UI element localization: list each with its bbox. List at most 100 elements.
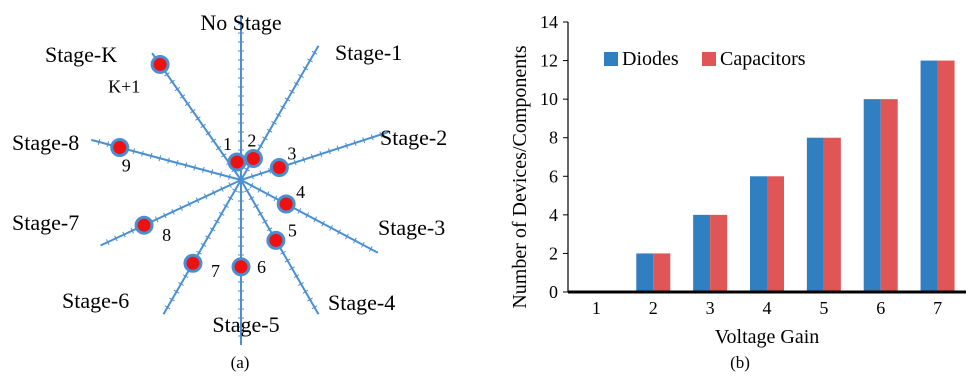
spoke-tick xyxy=(190,109,196,114)
spoke-tick xyxy=(284,258,291,263)
node-number: 7 xyxy=(211,261,220,281)
spoke-tick xyxy=(214,219,220,224)
bar-diodes xyxy=(693,214,711,292)
spoke-tick xyxy=(293,159,297,166)
spoke-label: Stage-2 xyxy=(380,125,447,150)
stage-node xyxy=(134,215,154,235)
center-node xyxy=(227,152,247,172)
spoke-tick xyxy=(302,156,306,163)
spoke-tick xyxy=(305,212,310,219)
spoke-tick xyxy=(329,225,333,231)
spoke-tick xyxy=(379,131,383,138)
bar-capacitors xyxy=(880,99,898,293)
spoke-tick xyxy=(280,105,286,110)
spoke-tick xyxy=(253,204,259,208)
spoke-tick xyxy=(202,166,205,173)
spoke-tick xyxy=(169,79,175,84)
spoke-tick xyxy=(345,233,349,240)
spoke-tick xyxy=(179,94,186,99)
spoke-tick xyxy=(262,136,268,141)
spoke-tick xyxy=(310,153,314,160)
spoke-tick xyxy=(182,274,189,279)
spoke-tick xyxy=(289,89,295,94)
spoke-label: Stage-K xyxy=(45,42,117,67)
bar-diodes xyxy=(920,60,938,293)
node-number: K+1 xyxy=(108,76,140,96)
spoke-tick xyxy=(205,235,211,240)
spoke-tick xyxy=(215,145,222,151)
spoke-tick xyxy=(319,151,323,158)
spoke-tick xyxy=(200,243,207,247)
spoke-tick xyxy=(220,185,224,192)
y-tick-label: 2 xyxy=(549,243,558,263)
y-tick-label: 10 xyxy=(540,89,558,109)
spoke-tick xyxy=(244,167,250,172)
spoke-line xyxy=(240,131,389,181)
spoke-tick xyxy=(122,231,126,238)
spoke-tick xyxy=(257,211,264,216)
spoke-tick xyxy=(259,170,263,177)
spoke-tick xyxy=(141,150,144,157)
spoke-tick xyxy=(195,197,200,204)
diagram-caption: (a) xyxy=(231,353,250,372)
spoke-tick xyxy=(307,58,313,63)
bar-capacitors xyxy=(937,60,955,293)
spoke-tick xyxy=(232,188,238,193)
spoke-tick xyxy=(271,120,277,125)
node-number: 3 xyxy=(287,144,296,164)
x-tick-label: 7 xyxy=(933,298,942,318)
spoke-tick xyxy=(228,173,231,180)
spoke-tick xyxy=(218,211,225,216)
y-tick-label: 12 xyxy=(540,51,558,71)
stage-node xyxy=(110,138,130,158)
x-tick-label: 2 xyxy=(649,298,658,318)
spoke-tick xyxy=(210,169,214,176)
bar-diodes xyxy=(863,99,881,293)
spoke-tick xyxy=(193,164,196,171)
spoke-tick xyxy=(210,138,217,143)
spoke-tick xyxy=(178,281,184,286)
x-tick-label: 3 xyxy=(706,298,715,318)
spoke-tick xyxy=(205,131,212,136)
bar-capacitors xyxy=(653,253,671,292)
spoke-tick xyxy=(257,144,264,149)
x-axis-title: Voltage Gain xyxy=(715,326,820,348)
spoke-tick xyxy=(184,101,191,106)
spoke-label: Stage-6 xyxy=(62,288,129,313)
spoke-tick xyxy=(307,297,313,302)
spoke-tick xyxy=(219,171,222,178)
spoke-line xyxy=(162,179,242,315)
spoke-tick xyxy=(164,305,171,310)
spoke-tick xyxy=(284,97,291,102)
spoke-tick xyxy=(353,237,357,244)
y-tick-label: 14 xyxy=(540,12,558,32)
stage-node xyxy=(150,54,170,74)
spoke-tick xyxy=(345,142,348,149)
x-tick-label: 1 xyxy=(592,298,601,318)
bar-diodes xyxy=(750,176,767,292)
y-tick-label: 6 xyxy=(549,166,558,186)
spoke-tick xyxy=(203,193,208,200)
legend-swatch xyxy=(702,52,716,66)
spoke-tick xyxy=(221,153,227,158)
spoke-tick xyxy=(249,182,254,189)
spoke-tick xyxy=(293,274,300,279)
spoke-tick xyxy=(187,201,192,208)
spoke-label: Stage-8 xyxy=(12,130,79,155)
spoke-label: Stage-5 xyxy=(212,312,279,337)
spoke-tick xyxy=(195,116,201,121)
node-number: 9 xyxy=(122,156,131,176)
legend-swatch xyxy=(604,52,618,66)
spoke-label: Stage-3 xyxy=(378,215,445,240)
spoke-tick xyxy=(158,155,162,162)
spoke-tick xyxy=(293,81,300,86)
node-number: 4 xyxy=(296,182,305,202)
y-axis-title: Number of Devices/Components xyxy=(509,45,531,308)
spoke-tick xyxy=(244,188,250,193)
spoke-tick xyxy=(248,196,255,201)
spoke-tick xyxy=(268,167,271,174)
x-tick-label: 4 xyxy=(763,298,772,318)
spoke-tick xyxy=(311,305,318,310)
